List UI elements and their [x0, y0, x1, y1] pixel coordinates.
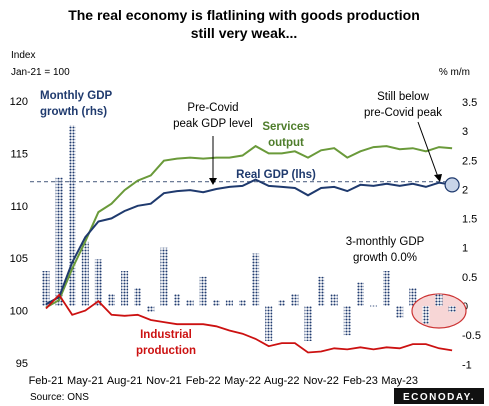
growth-bar	[409, 288, 417, 306]
right-axis-label: % m/m	[439, 67, 470, 78]
growth-bar	[278, 300, 286, 306]
left-tick-label: 115	[10, 148, 28, 160]
growth-bar	[252, 253, 260, 306]
x-axis-ticks: Feb-21 May-21 Aug-21 Nov-21 Feb-22 May-22 Aug-…	[29, 375, 418, 387]
x-tick-label: Nov-22	[303, 375, 338, 387]
growth-bar	[304, 306, 312, 341]
right-tick-label: -1	[462, 359, 472, 371]
growth-bar	[147, 306, 155, 312]
right-tick-label: 2	[462, 184, 468, 196]
chart-title-line-2: still very weak...	[191, 25, 298, 41]
growth-bar	[448, 306, 456, 312]
ann-below-peak-line-1: Still below	[377, 91, 429, 103]
left-axis-ticks: 95 100 105 110 115 120	[10, 96, 28, 370]
growth-bar	[370, 305, 377, 307]
x-tick-label: May-21	[67, 375, 104, 387]
real-gdp-line	[45, 178, 453, 306]
below-peak-arrowhead	[434, 174, 442, 182]
ann-below-peak-line-2: pre-Covid peak	[364, 107, 442, 119]
ann-precovid-line-2: peak GDP level	[173, 118, 253, 130]
growth-bar	[186, 300, 194, 306]
growth-bar	[422, 306, 430, 324]
brand-logo: ECONODAY.	[403, 392, 475, 403]
x-tick-label: May-23	[381, 375, 418, 387]
chart-title-line-1: The real economy is flatlining with good…	[68, 7, 420, 23]
growth-bar	[396, 306, 404, 318]
ann-precovid-line-1: Pre-Covid	[187, 102, 238, 114]
growth-bar	[225, 300, 233, 306]
growth-bar	[199, 276, 207, 306]
brand-logo-box	[394, 388, 484, 404]
x-tick-label: May-22	[224, 375, 261, 387]
growth-bar	[108, 294, 115, 306]
right-tick-label: 1.5	[462, 214, 477, 226]
x-tick-label: Feb-21	[29, 375, 64, 387]
right-tick-label: -0.5	[462, 330, 481, 342]
three-month-bars	[422, 294, 456, 324]
ann-industrial-line-2: production	[136, 345, 196, 357]
ann-services-line-2: output	[268, 137, 304, 149]
growth-bar	[94, 259, 102, 306]
growth-bar	[330, 294, 338, 306]
monthly-growth-bars	[42, 125, 417, 341]
industrial-line	[45, 293, 453, 354]
ann-monthly-gdp-line-1: Monthly GDP	[40, 90, 113, 102]
growth-bar	[291, 294, 299, 306]
below-peak-arrow	[417, 121, 439, 178]
growth-bar	[134, 288, 142, 306]
growth-bar	[317, 276, 325, 306]
ann-monthly-gdp-line-2: growth (rhs)	[40, 106, 107, 118]
x-tick-label: Nov-21	[146, 375, 181, 387]
left-tick-label: 120	[10, 96, 28, 108]
growth-bar	[383, 271, 391, 306]
right-tick-label: 3.5	[462, 97, 477, 109]
ann-industrial-line-1: Industrial	[140, 329, 192, 341]
right-tick-label: 3	[462, 126, 468, 138]
growth-bar	[435, 294, 443, 306]
growth-bar	[121, 271, 129, 306]
x-tick-label: Aug-21	[107, 375, 142, 387]
right-tick-label: 2.5	[462, 155, 477, 167]
left-tick-label: 95	[16, 358, 28, 370]
services-line	[45, 144, 453, 309]
growth-bar	[160, 247, 168, 306]
x-tick-label: Feb-23	[343, 375, 378, 387]
left-tick-label: 110	[10, 201, 28, 213]
growth-bar	[265, 306, 273, 341]
left-tick-label: 100	[10, 306, 28, 318]
x-tick-label: Feb-22	[186, 375, 221, 387]
growth-bar	[356, 282, 364, 306]
left-axis-label-line-1: Index	[11, 50, 35, 61]
growth-bar	[212, 300, 220, 306]
right-tick-label: 0.5	[462, 272, 477, 284]
growth-bar	[81, 241, 89, 306]
latest-gdp-marker	[444, 177, 460, 193]
growth-bar	[239, 300, 246, 306]
left-axis-label-line-2: Jan-21 = 100	[11, 67, 70, 78]
right-axis-ticks: -1-0.500.511.522.533.5	[462, 97, 481, 371]
ann-real-gdp: Real GDP (lhs)	[236, 169, 316, 181]
x-tick-label: Aug-22	[264, 375, 299, 387]
right-tick-label: 1	[462, 243, 468, 255]
growth-bar	[68, 125, 76, 307]
growth-bar	[55, 177, 63, 306]
growth-bar	[42, 271, 50, 306]
ann-three-month-line-1: 3-monthly GDP	[346, 236, 425, 248]
source-note: Source: ONS	[30, 392, 89, 403]
precovid-arrowhead	[209, 178, 217, 185]
ann-services-line-1: Services	[262, 121, 309, 133]
ann-three-month-line-2: growth 0.0%	[353, 252, 417, 264]
growth-bar	[343, 306, 351, 336]
growth-bar	[173, 294, 181, 306]
left-tick-label: 105	[10, 253, 28, 265]
